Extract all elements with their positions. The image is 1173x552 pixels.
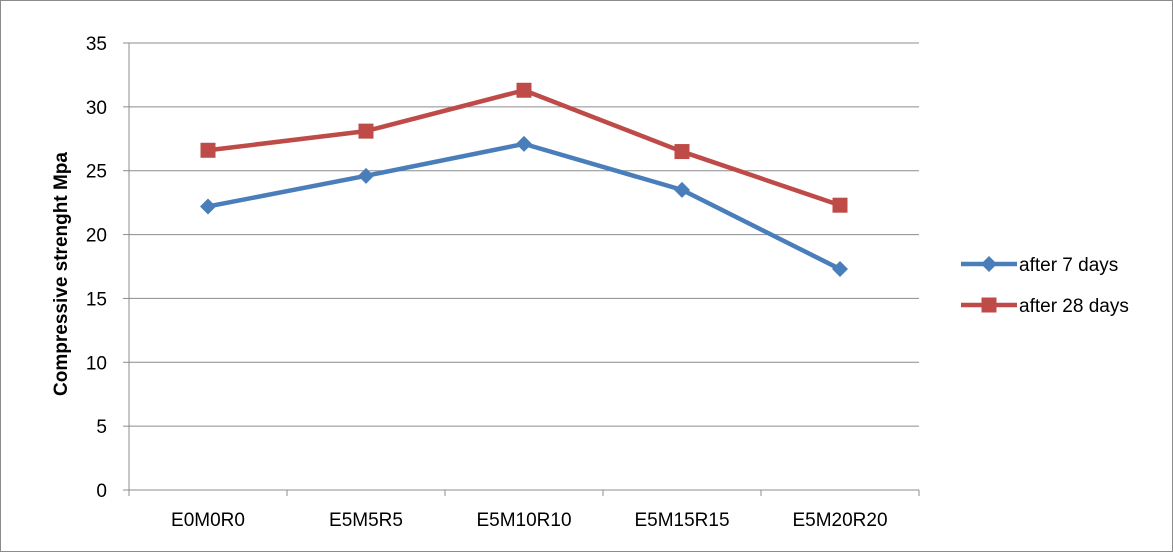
data-point [200,142,216,158]
legend-marker [981,256,997,272]
x-tick-label: E5M15R15 [634,510,729,531]
y-tick-label: 15 [86,289,107,310]
y-tick-label: 30 [86,98,107,119]
legend-label: after 28 days [1019,296,1129,317]
data-point [832,197,848,213]
y-tick-label: 25 [86,162,107,183]
series-line [207,141,842,272]
x-tick-labels: E0M0R0 E5M5R5 E5M10R10 E5M15R15 E5M20R20 [171,510,887,531]
x-tick-label: E5M20R20 [792,510,887,531]
data-point [832,261,848,278]
data-point [516,82,532,98]
series-2 [200,82,848,213]
legend-label: after 7 days [1019,255,1118,276]
data-point [516,135,532,152]
legend: after 7 days after 28 days [961,255,1129,317]
legend-item: after 28 days [961,296,1129,317]
data-point [674,144,690,160]
series-1 [200,135,848,278]
data-point [674,181,690,198]
y-tick-label: 5 [96,417,107,438]
y-tick-label: 20 [86,226,107,247]
series-lines [200,82,848,278]
x-tick-label: E5M5R5 [329,510,403,531]
x-tick-label: E0M0R0 [171,510,245,531]
x-tick-label: E5M10R10 [476,510,571,531]
y-tick-label: 35 [86,34,107,55]
data-point [200,198,216,215]
y-tick-label: 10 [86,353,107,374]
data-point [358,123,374,139]
legend-marker [981,297,997,313]
data-point [358,167,374,184]
y-axis-label: Compressive strenght Mpa [51,152,72,396]
gridlines [123,42,920,496]
y-tick-label: 0 [96,481,107,502]
legend-item: after 7 days [961,255,1118,276]
y-tick-labels: 0 5 10 15 20 25 30 35 [86,34,107,502]
